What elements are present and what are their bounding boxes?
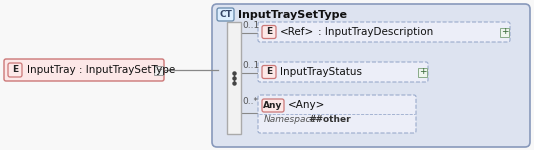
Text: −: − xyxy=(155,66,162,75)
Text: E: E xyxy=(266,68,272,76)
Text: : InputTrayDescription: : InputTrayDescription xyxy=(318,27,433,37)
Text: CT: CT xyxy=(219,10,232,19)
FancyBboxPatch shape xyxy=(258,22,510,42)
FancyBboxPatch shape xyxy=(258,95,416,133)
Bar xyxy=(227,22,241,134)
Text: +: + xyxy=(419,68,426,76)
Text: 0..1: 0..1 xyxy=(242,21,259,30)
Text: InputTraySetType: InputTraySetType xyxy=(238,9,347,20)
Text: <Any>: <Any> xyxy=(288,100,325,111)
Bar xyxy=(154,66,163,75)
Text: Namespace: Namespace xyxy=(264,114,317,123)
FancyBboxPatch shape xyxy=(262,26,276,39)
FancyBboxPatch shape xyxy=(4,59,164,81)
Text: InputTray : InputTraySetType: InputTray : InputTraySetType xyxy=(27,65,175,75)
Text: InputTrayStatus: InputTrayStatus xyxy=(280,67,362,77)
FancyBboxPatch shape xyxy=(262,99,284,112)
Text: 0..1: 0..1 xyxy=(242,60,259,69)
FancyBboxPatch shape xyxy=(8,63,22,77)
Bar xyxy=(418,68,427,76)
Text: E: E xyxy=(12,66,18,75)
Text: +: + xyxy=(501,27,508,36)
Text: <Ref>: <Ref> xyxy=(280,27,314,37)
FancyBboxPatch shape xyxy=(217,8,234,21)
Text: 0..*: 0..* xyxy=(242,96,258,105)
FancyBboxPatch shape xyxy=(262,66,276,78)
FancyBboxPatch shape xyxy=(212,4,530,147)
Text: ##other: ##other xyxy=(308,114,351,123)
Bar xyxy=(500,27,509,36)
Text: Any: Any xyxy=(263,101,282,110)
Text: E: E xyxy=(266,27,272,36)
FancyBboxPatch shape xyxy=(258,62,428,82)
